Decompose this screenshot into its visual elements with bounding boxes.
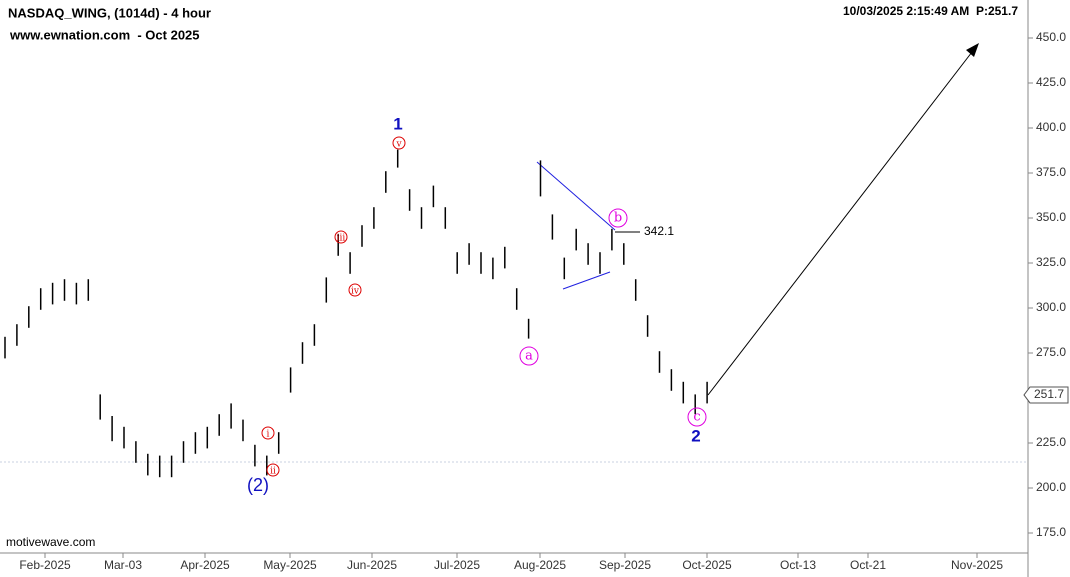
x-tick-label: Jul-2025 (434, 558, 480, 572)
x-tick-label: Oct-21 (850, 558, 886, 572)
wave-circle (687, 407, 707, 427)
y-tick-label: 275.0 (1036, 345, 1066, 359)
x-tick-label: Aug-2025 (514, 558, 566, 572)
wave-label: iv (351, 287, 360, 297)
wave-circle (334, 230, 348, 244)
y-tick-label: 200.0 (1036, 480, 1066, 494)
y-tick-label: 175.0 (1036, 525, 1066, 539)
wave-label: b (614, 211, 622, 226)
y-tick-label: 300.0 (1036, 300, 1066, 314)
wave-circle (348, 283, 362, 297)
wave-label: v (395, 140, 402, 150)
price-tag-label: 251.7 (1034, 387, 1064, 401)
x-tick-label: May-2025 (263, 558, 317, 572)
wave-circle (261, 426, 275, 440)
wave-circle (608, 208, 628, 228)
y-tick-label: 450.0 (1036, 30, 1066, 44)
wave-label: ii (270, 467, 276, 477)
x-tick-label: Oct-13 (780, 558, 816, 572)
wave-label: iii (337, 234, 346, 244)
y-tick-label: 400.0 (1036, 120, 1066, 134)
wave-label: a (525, 349, 533, 364)
triangle-upper (536, 161, 616, 231)
level-label: 342.1 (644, 224, 674, 238)
wave-circle (266, 463, 280, 477)
chart-subtitle: www.ewnation.com - Oct 2025 (9, 27, 200, 42)
y-tick-label: 225.0 (1036, 435, 1066, 449)
wave-circle (519, 346, 539, 366)
wave-label: (2) (247, 475, 269, 495)
chart-title: NASDAQ_WING, (1014d) - 4 hour (8, 5, 211, 20)
x-tick-label: Mar-03 (104, 558, 142, 572)
source: motivewave.com (6, 535, 95, 549)
y-tick-label: 425.0 (1036, 75, 1066, 89)
arrow-head (966, 43, 979, 57)
x-tick-label: Apr-2025 (180, 558, 230, 572)
y-tick-label: 350.0 (1036, 210, 1066, 224)
y-tick-label: 325.0 (1036, 255, 1066, 269)
triangle-lower (562, 271, 611, 290)
price-tag (1023, 386, 1069, 404)
timestamp: 10/03/2025 2:15:49 AM P:251.7 (843, 4, 1018, 18)
wave-label: 2 (691, 426, 700, 445)
x-tick-label: Nov-2025 (951, 558, 1003, 572)
y-tick-label: 375.0 (1036, 165, 1066, 179)
wave-label: 1 (393, 114, 402, 133)
x-tick-label: Sep-2025 (599, 558, 651, 572)
x-tick-label: Jun-2025 (347, 558, 397, 572)
wave-circle (392, 136, 406, 150)
wave-label: i (267, 430, 270, 440)
wave-label: c (693, 410, 700, 425)
x-tick-label: Oct-2025 (682, 558, 732, 572)
x-tick-label: Feb-2025 (19, 558, 71, 572)
projection-arrow (707, 51, 973, 396)
